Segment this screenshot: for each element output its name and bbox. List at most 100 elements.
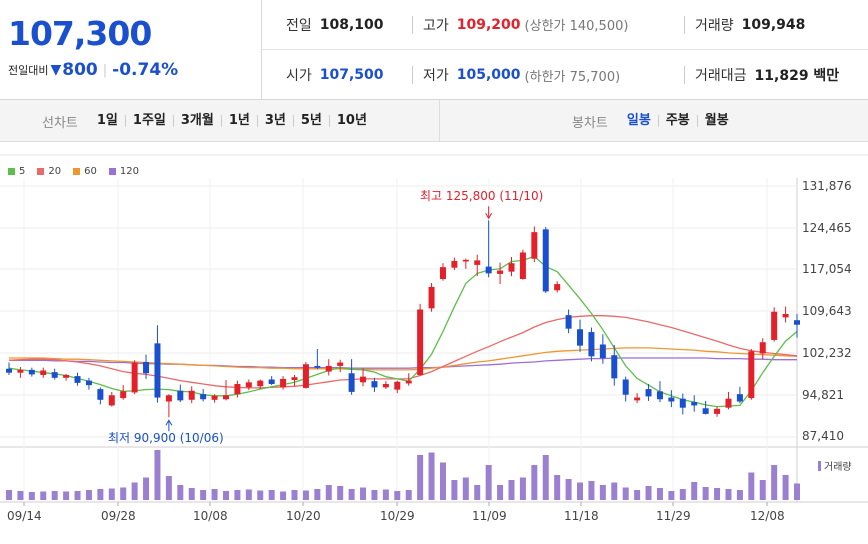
volume-bar — [348, 489, 355, 500]
x-tick-8: 12/08 — [750, 509, 785, 523]
y-tick-2: 117,054 — [802, 262, 852, 276]
volume-bar — [360, 487, 367, 500]
amount-label: 거래대금 — [695, 68, 747, 84]
candle-weekly[interactable]: 주봉 — [657, 114, 697, 127]
volume-bar — [439, 462, 446, 500]
volume-bar — [28, 492, 35, 500]
ma120-line — [9, 357, 797, 369]
volume-bar — [565, 479, 572, 500]
candle-body — [702, 408, 709, 414]
volume-bar — [131, 482, 138, 500]
candle-body — [222, 395, 229, 400]
y-tick-6: 87,410 — [802, 429, 844, 443]
volume-bar — [268, 490, 275, 500]
legend-ma60: 60 — [73, 166, 97, 177]
candle-body — [97, 389, 104, 400]
candle-body — [85, 380, 92, 386]
chart-toolbar: 선차트 1일 1주일 3개월 1년 3년 5년 10년 봉차트 일봉 주봉 월봉 — [0, 100, 868, 142]
open-value: 107,500 — [319, 67, 384, 83]
volume-bar — [554, 475, 561, 500]
volume-bar — [257, 490, 264, 500]
down-arrow-icon: ▼ — [50, 62, 62, 78]
change-percent: -0.74% — [112, 60, 179, 80]
volume-bar — [211, 489, 218, 500]
volume-bar — [245, 489, 252, 500]
line-chart-label: 선차트 — [42, 115, 78, 131]
candle-body — [622, 379, 629, 395]
volume-bar — [337, 486, 344, 500]
high-label: 고가 — [423, 17, 449, 34]
candle-body — [508, 263, 515, 272]
candle-body — [725, 398, 732, 408]
volume-bar — [97, 489, 104, 500]
candle-body — [462, 259, 469, 262]
volume-bar — [177, 485, 184, 500]
candle-body — [200, 394, 207, 400]
upper-limit: (상한가 140,500) — [524, 19, 629, 34]
volume-bar — [588, 481, 595, 500]
volume-bar — [120, 487, 127, 500]
volume-bar — [17, 491, 24, 500]
period-3y[interactable]: 3년 — [256, 114, 293, 127]
legend-ma5: 5 — [8, 166, 25, 177]
prev-close-label: 전일 — [286, 17, 312, 34]
amount-value: 11,829 백만 — [754, 68, 840, 84]
volume-bar — [234, 490, 241, 500]
prev-close-value: 108,100 — [319, 16, 384, 33]
volume-bar — [291, 490, 298, 500]
y-tick-5: 94,821 — [802, 388, 844, 402]
toolbar-divider — [439, 100, 440, 142]
candle-body — [668, 397, 675, 402]
candle-body — [63, 374, 70, 378]
volume-label: 거래량 — [695, 17, 734, 34]
candle-body — [736, 394, 743, 402]
candle-body — [451, 260, 458, 268]
candle-body — [74, 376, 81, 383]
high-annotation: 최고 125,800 (11/10) — [420, 189, 544, 203]
volume-bar — [51, 491, 58, 500]
candle-body — [599, 344, 606, 359]
volume-bar — [74, 491, 81, 500]
volume-value: 109,948 — [741, 16, 806, 33]
candle-daily[interactable]: 일봉 — [626, 113, 651, 128]
candle-body — [782, 314, 789, 318]
candle-body — [177, 390, 184, 401]
candle-monthly[interactable]: 월봉 — [696, 114, 736, 127]
candle-body — [542, 229, 549, 292]
volume-bar — [497, 485, 504, 500]
period-10y[interactable]: 10년 — [328, 114, 374, 127]
period-1y[interactable]: 1년 — [220, 114, 257, 127]
info-row-2: 시가 107,500 저가 105,000 (하한가 75,700) 거래대금 … — [262, 50, 868, 100]
volume-bar — [188, 488, 195, 500]
volume-bar — [508, 480, 515, 500]
volume-bar — [542, 455, 549, 500]
quote-summary: 107,300 전일대비 ▼ 800 | -0.74% 전일 108,100 고… — [0, 0, 868, 100]
high-arrow-icon — [485, 213, 493, 220]
candle-body — [302, 364, 309, 388]
period-1d[interactable]: 1일 — [96, 113, 118, 128]
x-tick-3: 10/20 — [286, 509, 321, 523]
open-label: 시가 — [286, 68, 312, 84]
candle-body — [382, 383, 389, 388]
change-label: 전일대비 — [8, 64, 49, 77]
x-tick-6: 11/18 — [564, 509, 599, 523]
legend-ma20: 20 — [37, 166, 61, 177]
period-3m[interactable]: 3개월 — [172, 114, 221, 127]
candle-body — [554, 284, 561, 291]
candle-body — [439, 267, 446, 280]
volume-bar — [599, 485, 606, 500]
volume-bar — [577, 482, 584, 500]
candle-body — [371, 381, 378, 388]
low-arrow-icon — [165, 419, 173, 426]
period-5y[interactable]: 5년 — [292, 114, 329, 127]
period-1w[interactable]: 1주일 — [124, 114, 173, 127]
ma-legend: 5 20 60 120 — [8, 166, 151, 177]
low-value: 105,000 — [456, 67, 521, 83]
volume-bar — [462, 477, 469, 500]
candle-body — [405, 380, 412, 384]
candle-body — [394, 381, 401, 390]
low-price: 저가 105,000 (하한가 75,700) — [412, 66, 620, 85]
volume-bar — [371, 490, 378, 500]
candle-body — [531, 232, 538, 259]
volume-swatch — [818, 460, 821, 471]
